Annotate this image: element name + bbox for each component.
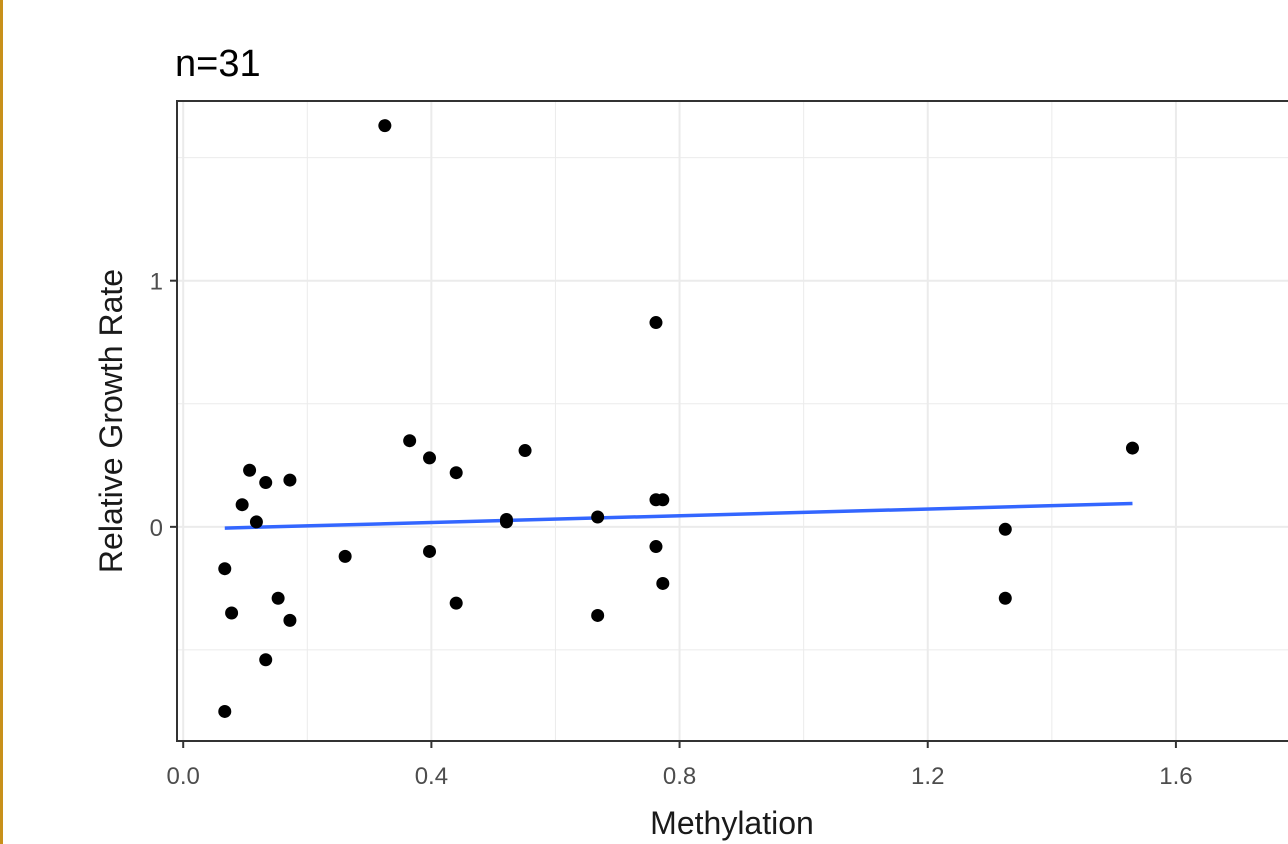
data-point xyxy=(656,493,670,507)
y-axis-ticks: 01 xyxy=(150,269,177,542)
data-point xyxy=(998,522,1012,536)
x-tick-label: 0.4 xyxy=(415,763,448,790)
data-point xyxy=(259,653,273,667)
data-point xyxy=(649,316,663,330)
trend-line xyxy=(224,501,1133,530)
x-tick-label: 1.6 xyxy=(1159,763,1192,790)
data-point xyxy=(235,498,249,512)
x-tick-label: 0.8 xyxy=(663,763,696,790)
data-point xyxy=(283,473,297,487)
data-point xyxy=(218,704,232,718)
data-point xyxy=(656,576,670,590)
data-point xyxy=(449,466,463,480)
data-point xyxy=(218,562,232,576)
data-point xyxy=(591,608,605,622)
data-point xyxy=(403,434,417,448)
left-border xyxy=(0,0,3,844)
x-tick-label: 0.0 xyxy=(167,763,200,790)
data-point xyxy=(649,540,663,554)
data-point xyxy=(259,476,273,490)
chart-title: n=31 xyxy=(175,43,261,85)
data-point xyxy=(338,549,352,563)
x-tick-label: 1.2 xyxy=(911,763,944,790)
y-tick-label: 1 xyxy=(150,269,163,296)
y-tick-label: 0 xyxy=(150,515,163,542)
data-point xyxy=(249,515,263,529)
major-gridlines xyxy=(177,101,1288,741)
data-point xyxy=(499,512,513,526)
data-points xyxy=(218,119,1139,718)
data-point xyxy=(423,451,437,465)
data-point xyxy=(518,444,532,458)
data-point xyxy=(591,510,605,524)
data-point xyxy=(378,119,392,133)
panel-border xyxy=(176,100,1288,742)
x-axis-ticks: 0.0 0.4 0.8 1.2 1.6 xyxy=(167,741,1193,790)
x-axis-title: Methylation xyxy=(650,805,814,841)
data-point xyxy=(423,544,437,558)
data-point xyxy=(271,591,285,605)
data-point xyxy=(225,606,239,620)
data-point xyxy=(283,613,297,627)
data-point xyxy=(998,591,1012,605)
y-axis-title: Relative Growth Rate xyxy=(93,269,129,573)
minor-gridlines xyxy=(177,101,1288,741)
data-point xyxy=(449,596,463,610)
data-point xyxy=(1125,441,1139,455)
data-point xyxy=(243,463,257,477)
